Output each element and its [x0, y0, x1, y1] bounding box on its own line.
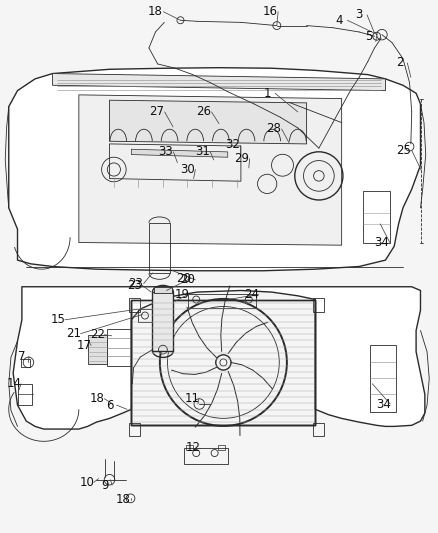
Bar	[313, 423, 324, 436]
Bar	[149, 223, 170, 273]
Text: 17: 17	[77, 339, 92, 352]
Text: 18: 18	[90, 392, 105, 405]
Text: 18: 18	[148, 5, 163, 18]
Text: 6: 6	[106, 399, 113, 411]
Text: 33: 33	[158, 146, 173, 158]
Bar	[88, 335, 107, 364]
Text: 23: 23	[127, 279, 142, 292]
Text: 34: 34	[376, 398, 391, 410]
Text: 9: 9	[101, 479, 109, 491]
Text: 30: 30	[180, 163, 195, 176]
Bar	[131, 300, 315, 425]
Text: 31: 31	[195, 146, 210, 158]
Polygon shape	[110, 100, 307, 144]
Text: 5: 5	[365, 30, 372, 43]
Bar	[313, 298, 324, 312]
Bar	[218, 445, 225, 450]
Text: 12: 12	[186, 441, 201, 454]
Text: 20: 20	[180, 273, 195, 286]
Text: 11: 11	[184, 392, 199, 405]
Text: 27: 27	[149, 106, 164, 118]
Text: 20: 20	[177, 272, 191, 285]
Text: 14: 14	[7, 377, 21, 390]
Bar	[21, 359, 30, 367]
Text: 2: 2	[396, 56, 403, 69]
Bar	[184, 448, 228, 464]
Bar	[107, 329, 131, 366]
Bar	[152, 292, 173, 351]
Text: 32: 32	[225, 139, 240, 151]
Polygon shape	[13, 287, 425, 429]
Bar	[154, 287, 172, 293]
Bar	[370, 345, 396, 412]
Bar	[138, 309, 152, 322]
Text: 3: 3	[356, 9, 363, 21]
Polygon shape	[131, 149, 228, 157]
Bar	[188, 294, 256, 308]
Bar	[363, 191, 390, 243]
Text: 7: 7	[18, 350, 26, 362]
Text: 34: 34	[374, 236, 389, 249]
Text: 28: 28	[266, 123, 281, 135]
Polygon shape	[79, 95, 342, 245]
Text: 18: 18	[116, 494, 131, 506]
Polygon shape	[9, 68, 420, 271]
Polygon shape	[53, 74, 385, 91]
Text: 26: 26	[196, 106, 211, 118]
Text: 15: 15	[50, 313, 65, 326]
Text: 10: 10	[79, 476, 94, 489]
Text: 16: 16	[263, 5, 278, 18]
Text: 1: 1	[263, 87, 271, 100]
Bar	[129, 298, 140, 312]
Text: 19: 19	[174, 288, 189, 301]
Text: 24: 24	[244, 288, 259, 301]
Text: 4: 4	[336, 14, 343, 27]
Text: 21: 21	[66, 327, 81, 340]
Bar	[129, 423, 140, 436]
Bar	[18, 384, 32, 405]
Text: 25: 25	[396, 144, 411, 157]
Text: 29: 29	[234, 152, 249, 165]
Text: 23: 23	[128, 277, 143, 290]
Bar	[131, 300, 315, 425]
Text: 22: 22	[90, 328, 105, 341]
Bar	[186, 445, 193, 450]
